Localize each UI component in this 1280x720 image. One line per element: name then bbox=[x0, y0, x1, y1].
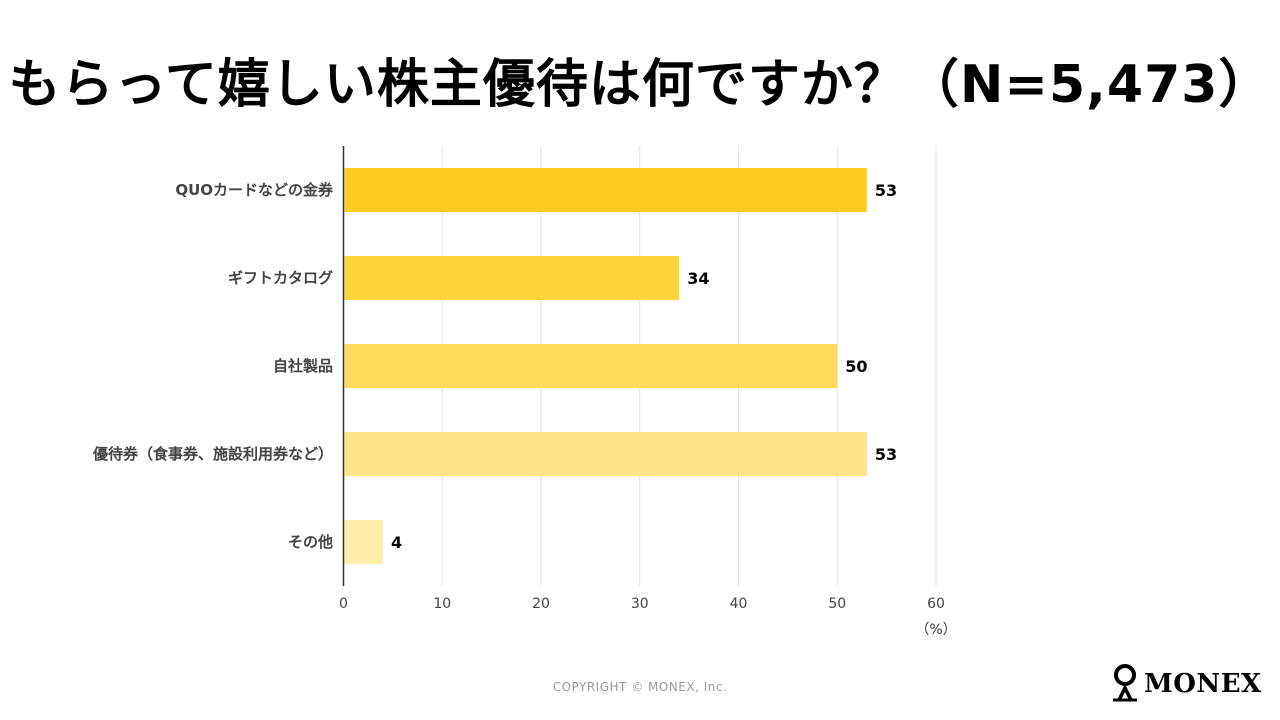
x-unit-label: （%） bbox=[915, 622, 956, 638]
x-tick-label: 30 bbox=[631, 596, 649, 612]
x-tick-label: 10 bbox=[433, 596, 451, 612]
category-label: 自社製品 bbox=[273, 357, 333, 375]
category-label: ギフトカタログ bbox=[228, 269, 333, 287]
data-label: 50 bbox=[845, 357, 867, 376]
data-label: 53 bbox=[875, 181, 897, 200]
x-tick-labels: 0 10 20 30 40 50 60 bbox=[339, 596, 945, 612]
category-label: 優待券（食事券、施設利用券など） bbox=[92, 445, 333, 463]
bar bbox=[344, 520, 383, 564]
bars bbox=[344, 168, 867, 564]
bar bbox=[344, 256, 680, 300]
x-tick-label: 20 bbox=[532, 596, 550, 612]
bar bbox=[344, 432, 867, 476]
x-tick-label: 50 bbox=[828, 596, 846, 612]
x-tick-label: 60 bbox=[927, 596, 945, 612]
chart-title: もらって嬉しい株主優待は何ですか？（N=5,473） bbox=[8, 55, 1272, 115]
bar bbox=[344, 344, 838, 388]
category-label: その他 bbox=[288, 533, 333, 551]
data-label: 34 bbox=[687, 269, 709, 288]
data-labels: 53 34 50 53 4 bbox=[391, 181, 897, 552]
copyright-text: COPYRIGHT © MONEX, Inc. bbox=[552, 680, 728, 694]
category-label: QUOカードなどの金券 bbox=[175, 181, 334, 199]
x-tick-label: 0 bbox=[339, 596, 348, 612]
data-label: 4 bbox=[391, 533, 402, 552]
monex-logo-text: MONEX bbox=[1144, 669, 1262, 699]
x-tick-label: 40 bbox=[730, 596, 748, 612]
bar bbox=[344, 168, 867, 212]
data-label: 53 bbox=[875, 445, 897, 464]
monex-logo-icon bbox=[1113, 664, 1137, 702]
monex-logo: MONEX bbox=[1108, 664, 1262, 704]
